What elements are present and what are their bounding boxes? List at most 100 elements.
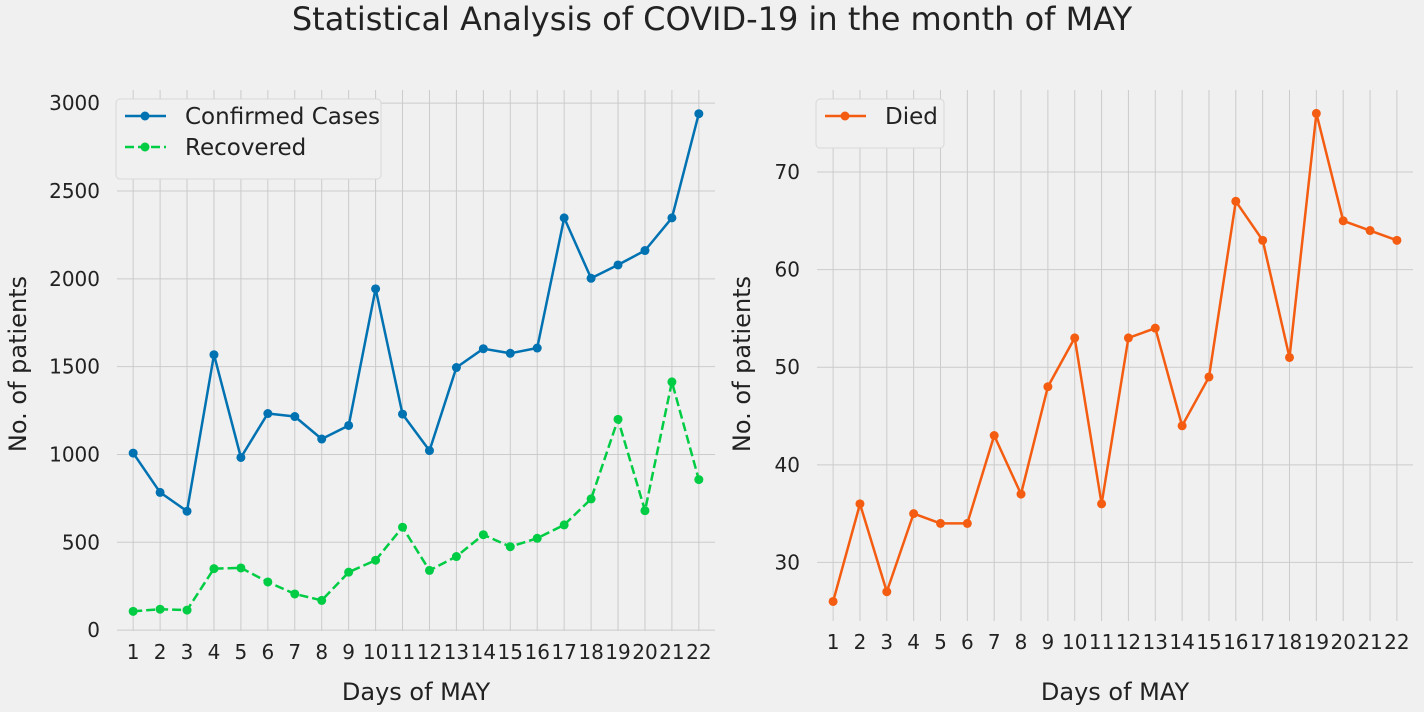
x-tick-label: 3 xyxy=(880,630,893,654)
data-point xyxy=(398,522,408,532)
x-tick-label: 14 xyxy=(1169,630,1194,654)
y-axis-label: No. of patients xyxy=(4,276,32,452)
y-tick-label: 1500 xyxy=(49,355,100,379)
data-point xyxy=(1016,489,1026,499)
x-tick-label: 18 xyxy=(578,640,603,664)
data-point xyxy=(505,542,515,552)
data-point xyxy=(424,446,434,456)
data-point xyxy=(424,565,434,575)
x-tick-label: 10 xyxy=(1062,630,1087,654)
y-tick-label: 2500 xyxy=(49,179,100,203)
data-point xyxy=(613,414,623,424)
legend xyxy=(115,98,382,180)
data-point xyxy=(505,348,515,358)
data-point xyxy=(1258,235,1268,245)
legend-marker xyxy=(840,111,850,121)
series-line xyxy=(831,112,1398,602)
data-point xyxy=(559,520,569,530)
data-point xyxy=(344,420,354,430)
x-tick-label: 5 xyxy=(235,640,248,664)
x-tick-label: 9 xyxy=(1042,630,1055,654)
x-tick-label: 18 xyxy=(1277,630,1302,654)
x-tick-label: 13 xyxy=(444,640,469,664)
data-point xyxy=(694,109,704,119)
y-tick-label: 40 xyxy=(775,453,800,477)
legend-marker xyxy=(140,142,150,152)
data-point xyxy=(182,506,192,516)
data-point xyxy=(182,605,192,615)
data-point xyxy=(694,475,704,485)
x-tick-label: 11 xyxy=(1089,630,1114,654)
x-tick-label: 19 xyxy=(1304,630,1329,654)
data-point xyxy=(586,494,596,504)
data-point xyxy=(640,246,650,256)
data-point xyxy=(855,499,865,509)
y-tick-label: 2000 xyxy=(49,267,100,291)
x-tick-label: 1 xyxy=(827,630,840,654)
series-line xyxy=(132,113,701,513)
y-tick-label: 60 xyxy=(775,258,800,282)
data-point xyxy=(1285,352,1295,362)
data-point xyxy=(236,452,246,462)
data-point xyxy=(640,506,650,516)
data-point xyxy=(263,577,273,587)
x-tick-label: 4 xyxy=(208,640,221,664)
data-point xyxy=(209,350,219,360)
data-point xyxy=(935,518,945,528)
x-tick-label: 15 xyxy=(1196,630,1221,654)
x-tick-label: 10 xyxy=(363,640,388,664)
data-point xyxy=(1043,382,1053,392)
x-axis-label: Days of MAY xyxy=(1041,678,1190,706)
x-tick-label: 1 xyxy=(127,640,140,664)
data-point xyxy=(317,595,327,605)
data-point xyxy=(371,284,381,294)
data-point xyxy=(478,344,488,354)
data-point xyxy=(1070,333,1080,343)
data-point xyxy=(209,564,219,574)
data-point xyxy=(398,409,408,419)
data-point xyxy=(155,487,165,497)
data-point xyxy=(1123,333,1133,343)
data-point xyxy=(667,213,677,223)
x-tick-label: 22 xyxy=(686,640,711,664)
data-point xyxy=(290,412,300,422)
y-tick-label: 70 xyxy=(775,160,800,184)
x-tick-label: 5 xyxy=(934,630,947,654)
data-point xyxy=(828,596,838,606)
data-point xyxy=(478,530,488,540)
data-point xyxy=(128,606,138,616)
x-tick-label: 2 xyxy=(154,640,167,664)
data-point xyxy=(451,552,461,562)
data-point xyxy=(532,343,542,353)
legend-label: Confirmed Cases xyxy=(185,104,380,130)
x-tick-label: 8 xyxy=(315,640,328,664)
data-point xyxy=(128,448,138,458)
x-tick-label: 21 xyxy=(1357,630,1382,654)
data-point xyxy=(371,555,381,565)
x-tick-label: 2 xyxy=(854,630,867,654)
x-tick-label: 21 xyxy=(659,640,684,664)
x-tick-label: 13 xyxy=(1143,630,1168,654)
x-tick-label: 17 xyxy=(1250,630,1275,654)
data-point xyxy=(1231,196,1241,206)
series-line xyxy=(133,380,701,613)
legend-marker xyxy=(140,111,150,121)
y-axis-label: No. of patients xyxy=(728,276,756,452)
x-tick-label: 20 xyxy=(632,640,657,664)
y-tick-label: 3000 xyxy=(49,91,100,115)
data-point xyxy=(1392,235,1402,245)
data-point xyxy=(317,434,327,444)
x-tick-label: 3 xyxy=(181,640,194,664)
data-point xyxy=(559,213,569,223)
y-tick-label: 0 xyxy=(87,618,100,642)
data-point xyxy=(909,509,919,519)
x-tick-label: 15 xyxy=(498,640,523,664)
data-point xyxy=(344,567,354,577)
x-tick-label: 12 xyxy=(417,640,442,664)
data-point xyxy=(155,604,165,614)
data-point xyxy=(1338,216,1348,226)
x-tick-label: 19 xyxy=(605,640,630,664)
data-point xyxy=(613,260,623,270)
data-point xyxy=(236,563,246,573)
data-point xyxy=(451,363,461,373)
